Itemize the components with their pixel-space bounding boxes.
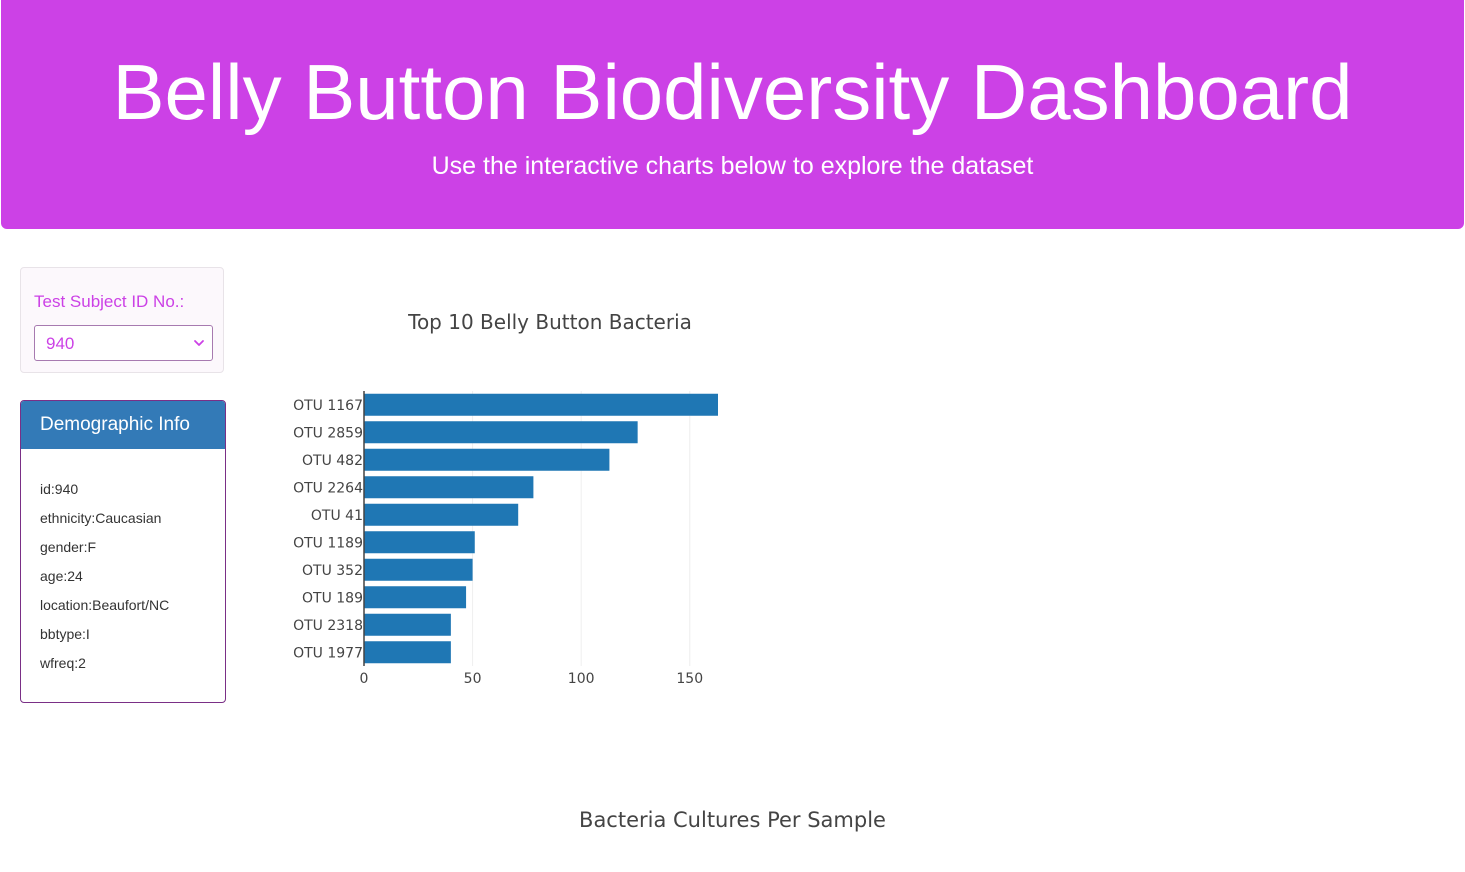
demographic-info-body: id:940 ethnicity:Caucasian gender:F age:24 l… [40,479,221,682]
demographic-row: wfreq:2 [40,655,86,671]
y-tick-label: OTU 189 [302,590,363,606]
page-subtitle: Use the interactive charts below to expl… [431,152,1034,180]
bubble-chart-title: Bacteria Cultures Per Sample [579,808,886,832]
bar[interactable] [364,586,467,609]
y-tick-label: OTU 41 [311,508,363,524]
x-tick-label: 100 [568,671,595,687]
bar[interactable] [364,613,451,636]
demographic-info-heading: Demographic Info [21,401,225,449]
demographic-row: location:Beaufort/NC [40,597,170,613]
bar[interactable] [364,421,638,444]
dashboard-header: Belly Button Biodiversity Dashboard Use … [1,0,1464,229]
y-tick-label: OTU 2318 [293,618,363,634]
y-tick-label: OTU 1189 [293,535,363,551]
y-tick-label: OTU 2859 [293,425,363,441]
demographic-info-panel: Demographic Info id:940 ethnicity:Caucasi… [20,400,226,703]
x-tick-label: 150 [676,671,703,687]
chevron-down-icon [194,340,204,346]
subject-id-select[interactable]: 940 [34,325,213,361]
x-tick-label: 0 [360,671,369,687]
demographic-row: id:940 [40,481,79,497]
subject-selector-well: Test Subject ID No.: 940 [20,267,224,373]
bar[interactable] [364,393,718,416]
top10-bar-chart: Top 10 Belly Button Bacteria 0 50 100 150 OTU… [293,310,718,687]
bar[interactable] [364,558,473,581]
y-tick-label: OTU 482 [302,453,363,469]
y-tick-label: OTU 2264 [293,480,363,496]
bar[interactable] [364,476,534,499]
y-tick-label: OTU 352 [302,563,363,579]
page-title: Belly Button Biodiversity Dashboard [112,48,1353,136]
chart-title: Top 10 Belly Button Bacteria [407,310,692,334]
demographic-row: gender:F [40,539,97,555]
bar[interactable] [364,641,451,664]
y-tick-label: OTU 1977 [293,645,363,661]
x-tick-label: 50 [464,671,482,687]
y-tick-label: OTU 1167 [293,398,363,414]
bar[interactable] [364,448,610,471]
demographic-row: bbtype:I [40,626,90,642]
subject-id-selected-value: 940 [46,334,75,353]
bar[interactable] [364,503,519,526]
demographic-row: ethnicity:Caucasian [40,510,162,526]
demographic-row: age:24 [40,568,83,584]
bar[interactable] [364,531,475,554]
subject-id-label: Test Subject ID No.: [34,292,185,311]
